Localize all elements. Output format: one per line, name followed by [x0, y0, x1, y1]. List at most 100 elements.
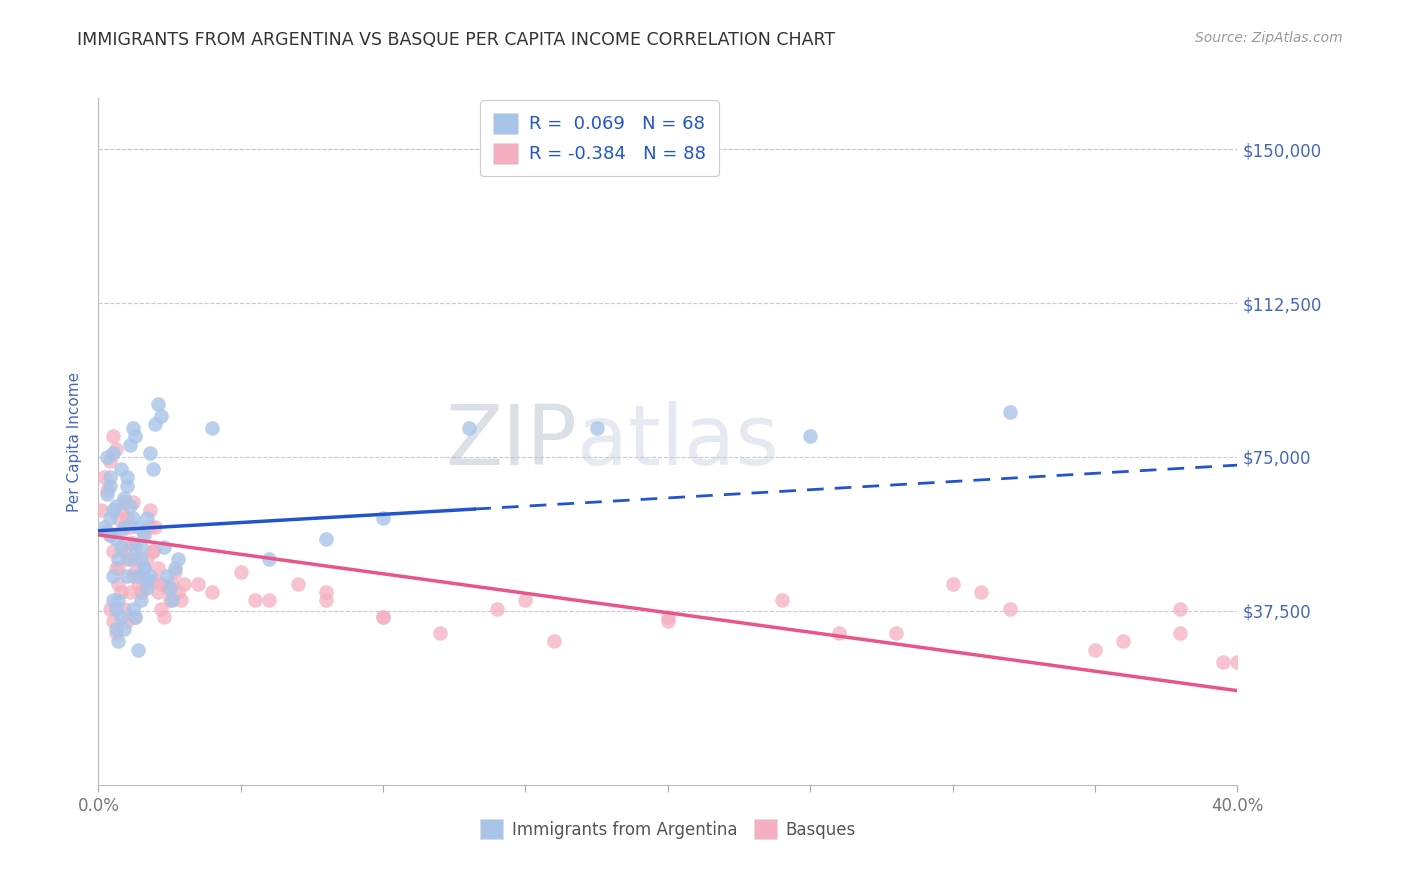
Point	[141, 544, 163, 558]
Point	[104, 532, 127, 546]
Point	[515, 593, 537, 607]
Point	[201, 421, 224, 435]
Point	[138, 503, 160, 517]
Point	[93, 470, 115, 484]
Point	[110, 540, 132, 554]
Point	[107, 552, 129, 566]
Point	[129, 585, 152, 599]
Point	[96, 483, 118, 497]
Point	[107, 634, 129, 648]
Point	[104, 499, 127, 513]
Point	[127, 577, 149, 591]
Point	[121, 569, 143, 583]
Point	[112, 601, 135, 615]
Point	[145, 417, 167, 431]
Text: ZIP: ZIP	[444, 401, 576, 482]
Point	[121, 511, 143, 525]
Point	[115, 478, 138, 492]
Point	[150, 577, 173, 591]
Point	[132, 560, 155, 574]
Point	[96, 487, 118, 501]
Point	[942, 577, 965, 591]
Point	[1112, 634, 1135, 648]
Text: atlas: atlas	[576, 401, 779, 482]
Point	[167, 552, 190, 566]
Point	[118, 552, 141, 566]
Point	[141, 462, 163, 476]
Point	[315, 593, 337, 607]
Point	[118, 519, 141, 533]
Point	[107, 577, 129, 591]
Point	[104, 560, 127, 574]
Point	[373, 511, 395, 525]
Point	[259, 593, 281, 607]
Point	[101, 593, 124, 607]
Point	[150, 601, 173, 615]
Point	[93, 519, 115, 533]
Point	[132, 560, 155, 574]
Point	[90, 503, 112, 517]
Point	[486, 601, 509, 615]
Point	[118, 499, 141, 513]
Point	[115, 614, 138, 628]
Point	[315, 532, 337, 546]
Y-axis label: Per Capita Income: Per Capita Income	[67, 371, 83, 512]
Point	[156, 569, 179, 583]
Point	[124, 610, 146, 624]
Point	[118, 536, 141, 550]
Point	[156, 581, 179, 595]
Point	[135, 573, 157, 587]
Point	[101, 446, 124, 460]
Point	[1212, 655, 1234, 669]
Point	[129, 585, 152, 599]
Point	[135, 581, 157, 595]
Point	[170, 593, 193, 607]
Point	[138, 569, 160, 583]
Legend: Immigrants from Argentina, Basques: Immigrants from Argentina, Basques	[474, 813, 862, 846]
Point	[970, 585, 993, 599]
Point	[101, 503, 124, 517]
Point	[1254, 667, 1277, 681]
Point	[98, 511, 121, 525]
Point	[457, 421, 479, 435]
Point	[110, 462, 132, 476]
Point	[657, 610, 679, 624]
Point	[98, 601, 121, 615]
Point	[98, 454, 121, 468]
Point	[132, 528, 155, 542]
Point	[121, 536, 143, 550]
Point	[112, 622, 135, 636]
Point	[543, 634, 565, 648]
Point	[127, 519, 149, 533]
Point	[243, 593, 266, 607]
Point	[124, 429, 146, 443]
Point	[107, 560, 129, 574]
Point	[115, 552, 138, 566]
Point	[112, 544, 135, 558]
Point	[104, 626, 127, 640]
Point	[145, 573, 167, 587]
Point	[98, 470, 121, 484]
Point	[159, 581, 181, 595]
Point	[998, 405, 1021, 419]
Point	[1170, 601, 1192, 615]
Point	[107, 593, 129, 607]
Point	[138, 519, 160, 533]
Point	[828, 626, 851, 640]
Point	[121, 601, 143, 615]
Point	[150, 409, 173, 423]
Point	[132, 560, 155, 574]
Point	[159, 593, 181, 607]
Point	[998, 601, 1021, 615]
Point	[153, 540, 176, 554]
Point	[110, 524, 132, 538]
Point	[201, 585, 224, 599]
Point	[145, 519, 167, 533]
Point	[148, 396, 170, 410]
Point	[167, 585, 190, 599]
Point	[127, 642, 149, 657]
Point	[657, 614, 679, 628]
Point	[124, 552, 146, 566]
Point	[135, 511, 157, 525]
Point	[115, 511, 138, 525]
